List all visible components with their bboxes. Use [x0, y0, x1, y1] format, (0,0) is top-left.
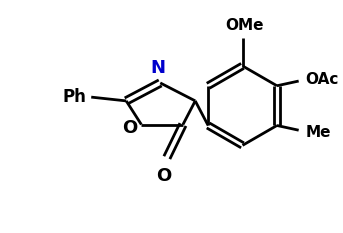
Text: OAc: OAc — [305, 72, 339, 87]
Text: Me: Me — [305, 125, 331, 140]
Text: OMe: OMe — [225, 18, 264, 33]
Text: O: O — [156, 167, 172, 185]
Text: Ph: Ph — [63, 88, 86, 106]
Text: O: O — [122, 119, 138, 137]
Text: N: N — [151, 59, 166, 77]
